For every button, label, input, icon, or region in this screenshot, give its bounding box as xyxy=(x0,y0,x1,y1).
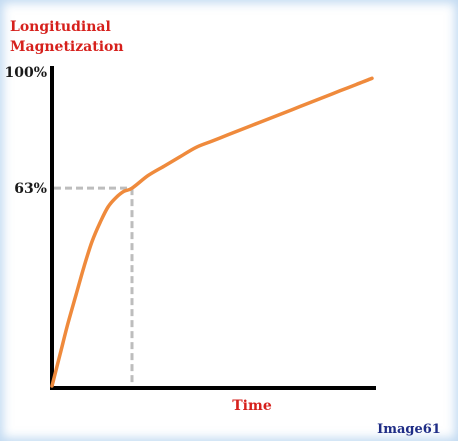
x-axis-label: Time xyxy=(232,398,272,414)
image-credit: Image61 xyxy=(377,422,441,437)
magnetization-curve xyxy=(50,76,374,388)
y-tick-label-100: 100% xyxy=(4,65,47,81)
y-axis-label-line-1: Longitudinal xyxy=(10,19,111,35)
y-axis-label-line-2: Magnetization xyxy=(10,39,124,55)
y-tick-label-63: 63% xyxy=(14,181,47,197)
reference-guides xyxy=(54,186,134,386)
